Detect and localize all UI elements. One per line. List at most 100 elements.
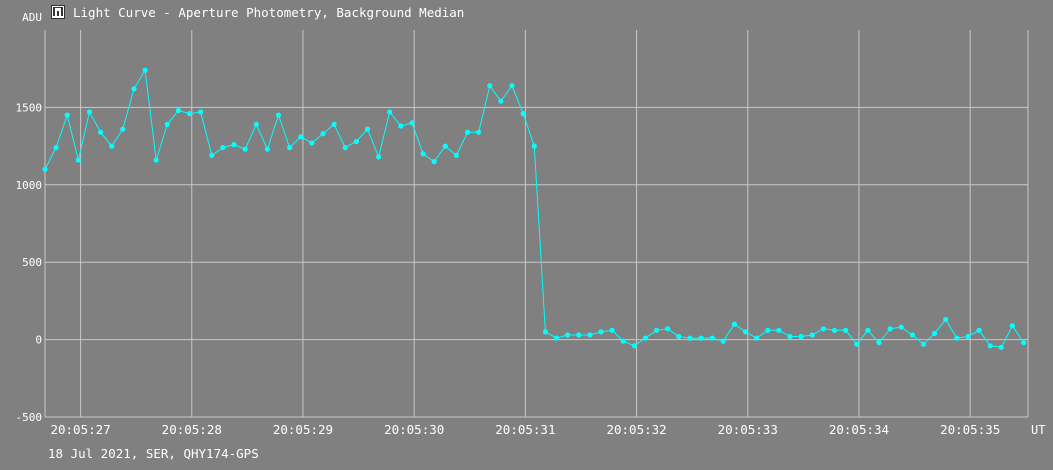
- x-tick-label: 20:05:34: [829, 422, 889, 437]
- data-point: [42, 166, 48, 172]
- data-point: [109, 143, 115, 149]
- y-tick-label: 1500: [16, 101, 43, 114]
- data-point: [309, 140, 315, 146]
- data-point: [442, 143, 448, 149]
- data-point: [487, 83, 493, 89]
- data-point: [698, 335, 704, 341]
- data-point: [609, 327, 615, 333]
- title-bar: Light Curve - Aperture Photometry, Backg…: [51, 3, 464, 21]
- data-point: [620, 338, 626, 344]
- data-point: [387, 109, 393, 115]
- data-point: [187, 111, 193, 117]
- data-point: [353, 138, 359, 145]
- data-point: [75, 157, 81, 163]
- data-point: [865, 327, 871, 333]
- y-tick-label: 500: [22, 256, 42, 269]
- data-point: [754, 335, 760, 341]
- data-point: [1021, 340, 1027, 346]
- y-axis-label: ADU: [22, 11, 42, 24]
- data-point: [909, 332, 916, 338]
- data-point: [242, 146, 248, 152]
- data-point: [676, 333, 682, 340]
- data-point: [164, 121, 170, 127]
- x-axis-label: UT: [1031, 423, 1045, 437]
- data-point: [120, 126, 126, 132]
- data-point: [175, 107, 181, 114]
- data-point: [342, 145, 348, 151]
- data-point: [976, 327, 982, 333]
- y-tick-label: -500: [16, 411, 43, 424]
- x-tick-label: 20:05:32: [606, 422, 666, 437]
- data-point: [153, 157, 159, 163]
- data-point: [142, 67, 148, 73]
- data-point: [509, 83, 515, 89]
- data-point: [220, 145, 226, 151]
- data-point: [531, 143, 537, 149]
- data-point: [565, 332, 571, 338]
- data-point: [831, 327, 838, 333]
- data-point: [86, 109, 93, 115]
- data-point: [253, 121, 259, 127]
- data-point: [998, 344, 1004, 350]
- data-point: [765, 327, 771, 333]
- data-point: [198, 109, 204, 115]
- data-point: [465, 129, 471, 135]
- data-point: [654, 327, 660, 333]
- data-point: [231, 142, 237, 148]
- data-point: [298, 134, 304, 140]
- data-point: [1009, 323, 1016, 329]
- data-point: [453, 152, 459, 158]
- window-title: Light Curve - Aperture Photometry, Backg…: [73, 4, 465, 20]
- data-point: [98, 129, 104, 135]
- axes: -500 0 500 1000 1500 20:05:27 20:05:28 20:05:29…: [16, 11, 1046, 437]
- data-point: [331, 121, 337, 127]
- data-point: [787, 333, 793, 340]
- data-point: [876, 340, 882, 346]
- data-point: [809, 332, 815, 338]
- data-point: [820, 326, 827, 332]
- x-tick-label: 20:05:30: [384, 422, 444, 437]
- data-point: [553, 335, 560, 341]
- y-tick-label: 1000: [16, 179, 43, 192]
- data-point: [64, 112, 70, 118]
- data-point: [642, 335, 649, 341]
- data-point: [209, 152, 215, 158]
- series-adu: [42, 67, 1027, 350]
- x-tick-label: 20:05:31: [495, 422, 555, 437]
- x-tick-label: 20:05:27: [50, 422, 110, 437]
- data-point: [854, 341, 860, 347]
- data-point: [520, 111, 526, 117]
- data-point: [898, 324, 904, 330]
- data-point: [598, 329, 604, 335]
- data-point: [420, 151, 426, 157]
- data-point: [131, 86, 137, 92]
- data-point: [264, 146, 270, 152]
- grid: [44, 30, 1029, 418]
- data-point: [320, 131, 326, 137]
- x-tick-label: 20:05:35: [940, 422, 1000, 437]
- data-point: [987, 343, 993, 349]
- data-point: [476, 129, 482, 135]
- data-point: [943, 316, 949, 323]
- data-point: [776, 327, 782, 333]
- x-tick-label: 20:05:28: [162, 422, 222, 437]
- data-point: [398, 123, 404, 129]
- data-point: [932, 330, 938, 336]
- data-point: [743, 329, 749, 335]
- data-point: [631, 343, 638, 349]
- x-tick-label: 20:05:33: [718, 422, 778, 437]
- data-point: [720, 338, 726, 344]
- y-tick-label: 0: [35, 334, 42, 347]
- data-point: [798, 333, 804, 340]
- data-point: [431, 159, 437, 165]
- data-point: [498, 98, 504, 104]
- data-point: [542, 329, 549, 335]
- data-point: [576, 332, 582, 338]
- data-point: [287, 145, 293, 151]
- data-point: [409, 120, 415, 126]
- observation-info: 18 Jul 2021, SER, QHY174-GPS: [48, 446, 259, 461]
- data-point: [275, 112, 282, 118]
- data-point: [364, 126, 371, 132]
